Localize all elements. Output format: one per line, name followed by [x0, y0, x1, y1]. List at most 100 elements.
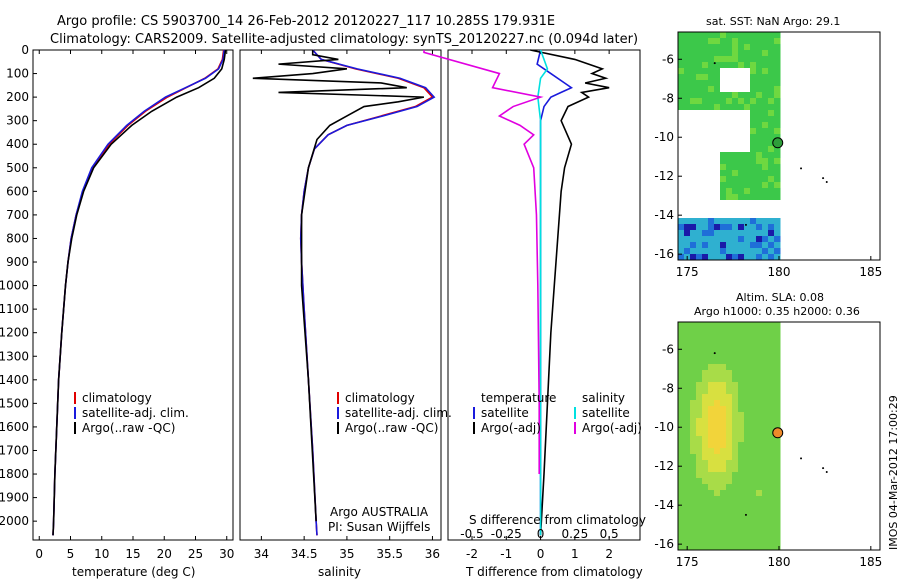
- map-cell: [714, 188, 721, 195]
- map-cell: [720, 376, 727, 383]
- x-tick-label: 34.5: [291, 547, 318, 561]
- map-cell: [768, 248, 775, 255]
- y-tick-label: 1300: [0, 349, 29, 363]
- map-cell: [690, 544, 697, 551]
- map-cell: [738, 388, 745, 395]
- map-cell: [738, 472, 745, 479]
- map-cell: [750, 394, 757, 401]
- map-cell: [678, 532, 685, 539]
- y-tick-label: 1900: [0, 491, 29, 505]
- map-cell: [684, 32, 691, 39]
- map-cell: [696, 200, 703, 207]
- map-cell: [720, 170, 727, 177]
- map-cell: [756, 478, 763, 485]
- map-cell: [708, 212, 715, 219]
- map-cell: [744, 158, 751, 165]
- map-cell: [756, 454, 763, 461]
- map-cell: [732, 520, 739, 527]
- map-cell: [708, 340, 715, 347]
- map-cell: [768, 128, 775, 135]
- map-cell: [696, 176, 703, 183]
- map-cell: [768, 466, 775, 473]
- map-cell: [708, 56, 715, 63]
- map-cell: [732, 442, 739, 449]
- map-cell: [744, 182, 751, 189]
- map-cell: [690, 128, 697, 135]
- map-cell: [732, 248, 739, 255]
- map-cell: [708, 472, 715, 479]
- map-cell: [714, 442, 721, 449]
- map-cell: [738, 508, 745, 515]
- sla-map-title: Altim. SLA: 0.08: [736, 291, 824, 304]
- map-cell: [750, 122, 757, 129]
- map-cell: [684, 110, 691, 117]
- map-cell: [714, 490, 721, 497]
- map-cell: [738, 176, 745, 183]
- map-cell: [750, 376, 757, 383]
- map-cell: [708, 466, 715, 473]
- map-cell: [738, 346, 745, 353]
- legend-label: satellite-adj. clim.: [82, 406, 189, 420]
- map-cell: [696, 502, 703, 509]
- y-tick-label: 600: [6, 184, 29, 198]
- map-cell: [684, 170, 691, 177]
- map-cell: [732, 406, 739, 413]
- map-cell: [756, 406, 763, 413]
- map-cell: [756, 44, 763, 51]
- map-cell: [774, 514, 781, 521]
- map-cell: [678, 388, 685, 395]
- map-cell: [714, 62, 721, 69]
- map-cell: [744, 406, 751, 413]
- map-cell: [750, 32, 757, 39]
- map-cell: [696, 538, 703, 545]
- map-cell: [774, 478, 781, 485]
- map-cell: [768, 544, 775, 551]
- map-cell: [750, 340, 757, 347]
- map-cell: [726, 32, 733, 39]
- map-cell: [774, 56, 781, 63]
- x-tick-label: -2: [466, 547, 478, 561]
- map-cell: [738, 122, 745, 129]
- map-cell: [756, 194, 763, 201]
- series-line: [537, 49, 549, 536]
- map-y-tick-label: -16: [654, 247, 674, 261]
- map-cell: [768, 68, 775, 75]
- map-cell: [732, 340, 739, 347]
- map-cell: [696, 44, 703, 51]
- map-cell: [732, 508, 739, 515]
- map-cell: [696, 358, 703, 365]
- map-cell: [726, 86, 733, 93]
- salinity-plot: 34 34.5 35 35.5 36: [252, 49, 440, 561]
- map-cell: [714, 164, 721, 171]
- map-cell: [702, 44, 709, 51]
- map-cell: [744, 496, 751, 503]
- map-cell: [714, 98, 721, 105]
- map-cell: [720, 194, 727, 201]
- map-cell: [684, 394, 691, 401]
- map-cell: [714, 484, 721, 491]
- map-cell: [738, 514, 745, 521]
- map-cell: [738, 194, 745, 201]
- map-cell: [702, 128, 709, 135]
- map-cell: [756, 418, 763, 425]
- map-cell: [750, 38, 757, 45]
- map-cell: [750, 236, 757, 243]
- map-cell: [762, 122, 769, 129]
- map-cell: [768, 170, 775, 177]
- map-cell: [768, 56, 775, 63]
- map-cell: [708, 92, 715, 99]
- map-cell: [726, 140, 733, 147]
- map-cell: [744, 376, 751, 383]
- map-y-tick-label: -6: [662, 52, 674, 66]
- map-cell: [744, 98, 751, 105]
- map-cell: [756, 328, 763, 335]
- map-cell: [768, 44, 775, 51]
- argo-position-marker: [772, 137, 784, 149]
- map-cell: [690, 164, 697, 171]
- map-cell: [732, 56, 739, 63]
- map-cell: [750, 466, 757, 473]
- map-cell: [732, 122, 739, 129]
- map-cell: [684, 370, 691, 377]
- map-cell: [696, 128, 703, 135]
- legend-label: satellite: [481, 406, 529, 420]
